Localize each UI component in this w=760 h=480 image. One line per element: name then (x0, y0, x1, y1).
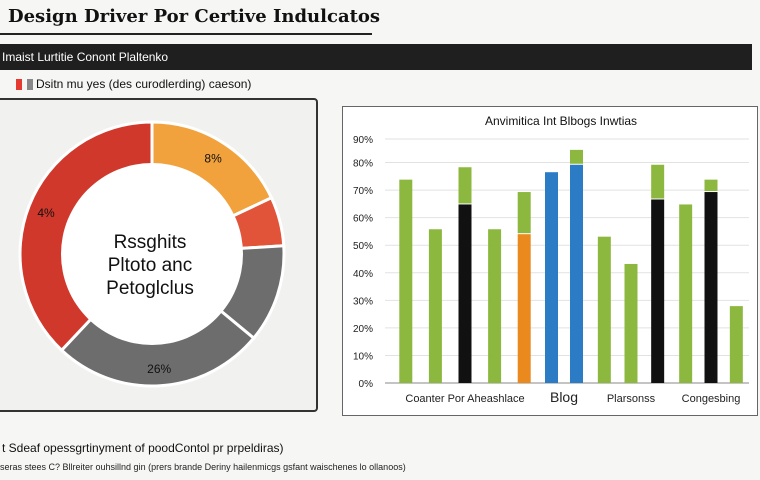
bar-cap-g0-b2 (458, 167, 472, 204)
y-tick-label-6: 60% (353, 214, 373, 225)
donut-slice-label-0: 8% (204, 152, 222, 166)
y-tick-label-3: 30% (353, 296, 373, 307)
bar-g3-b0 (679, 204, 693, 383)
bar-g2-b1 (624, 263, 638, 383)
bar-chart: Anvimitica Int Blbogs Inwtias 0% 10% 20% 30… (353, 114, 749, 405)
y-tick-label-7: 70% (353, 186, 373, 197)
y-tick-label-9: 90% (353, 135, 373, 146)
bar-g0-b2 (458, 204, 472, 383)
legend-row: Dsitn mu yes (des curodlerding) caeson) (0, 76, 400, 94)
x-category-label-3: Congesbing (682, 393, 741, 405)
donut-slice-label-4: 4% (37, 206, 55, 220)
donut-center (61, 163, 243, 345)
section-header-bar: Imaist Lurtitie Conont Plaltenko (0, 44, 752, 70)
title-underline (0, 33, 372, 35)
donut-slice-label-3: 26% (147, 362, 171, 376)
y-tick-label-1: 10% (353, 351, 373, 362)
page-title: Design Driver Por Certive Indulcatos (8, 6, 381, 27)
bar-cap-g2-b2 (651, 164, 665, 199)
bar-g1-b1 (570, 164, 583, 383)
legend-caption: Dsitn mu yes (des curodlerding) caeson) (36, 77, 252, 91)
bar-g0-b1 (428, 229, 442, 383)
y-tick-label-0: 0% (359, 379, 374, 390)
x-category-label-2: Plarsonss (607, 393, 656, 405)
bar-g1-b0 (545, 172, 558, 383)
legend-swatch-gray (27, 79, 33, 90)
bar-cap-g0-b4 (517, 192, 531, 234)
footer-caption: t Sdeaf opessgrtinyment of poodContol pr… (2, 441, 284, 455)
donut-center-line-2: Pltoto anc (108, 255, 193, 276)
x-category-label-0: Coanter Por Aheashlace (405, 393, 524, 405)
bar-g0-b3 (488, 229, 502, 383)
donut-chart: Rssghits Pltoto anc Petoglclus 8% 26% 4% (18, 120, 286, 388)
y-tick-label-5: 50% (353, 241, 373, 252)
footer-fineprint: seras stees C? Bllreiter ouhsillnd gin (… (0, 462, 406, 472)
y-tick-label-2: 20% (353, 324, 373, 335)
bar-g2-b0 (597, 236, 611, 383)
bar-g2-b2 (651, 199, 665, 383)
y-tick-label-8: 80% (353, 159, 373, 170)
donut-chart-panel: Rssghits Pltoto anc Petoglclus 8% 26% 4% (0, 98, 318, 412)
donut-center-line-3: Petoglclus (106, 278, 194, 299)
bar-cap-g1-b1 (570, 149, 583, 164)
bar-g3-b1 (704, 192, 718, 383)
bar-chart-panel: Anvimitica Int Blbogs Inwtias 0% 10% 20% 30… (342, 106, 758, 416)
donut-center-line-1: Rssghits (114, 232, 187, 253)
section-title: Imaist Lurtitie Conont Plaltenko (2, 50, 169, 64)
x-category-label-1: Blog (550, 389, 578, 405)
bar-chart-title: Anvimitica Int Blbogs Inwtias (485, 114, 637, 128)
bar-g3-b2 (729, 306, 743, 383)
legend-swatch-red (16, 79, 22, 90)
bar-cap-g3-b1 (704, 179, 718, 192)
bar-g0-b4 (517, 234, 531, 383)
title-bar: Design Driver Por Certive Indulcatos (0, 0, 390, 40)
bar-g0-b0 (399, 179, 413, 383)
y-tick-label-4: 40% (353, 269, 373, 280)
